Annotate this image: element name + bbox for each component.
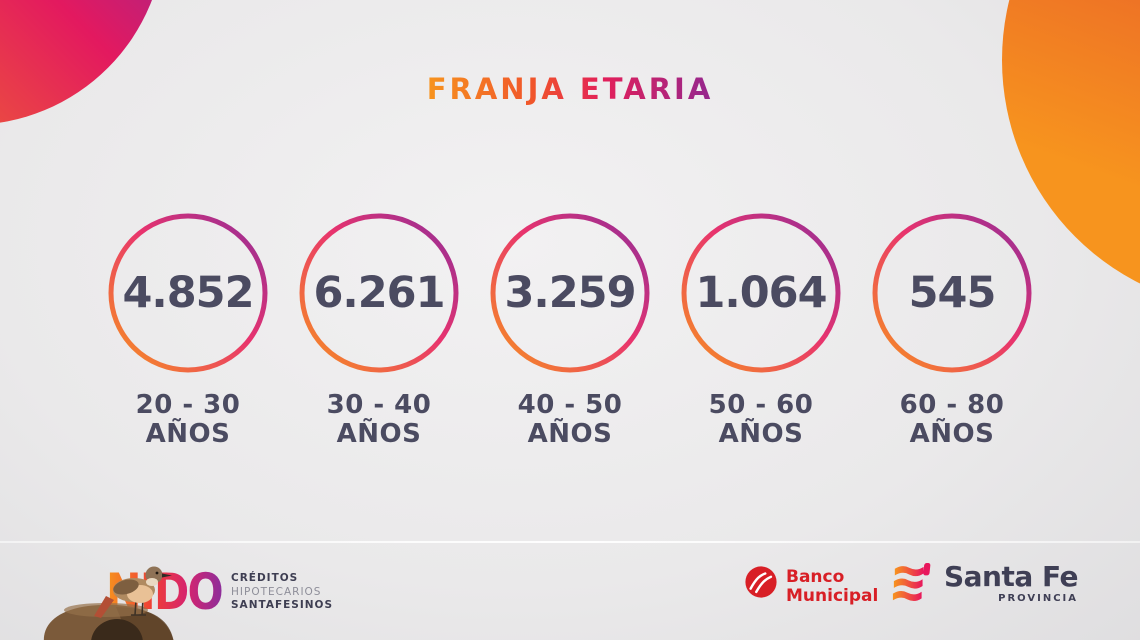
stat-range: 20 - 30	[135, 390, 241, 420]
tagline-line-santafesinos: SANTAFESINOS	[231, 599, 334, 611]
stat-label: 60 - 80 AÑOS	[899, 390, 1005, 450]
stat-card-20-30: 4.852 20 - 30 AÑOS	[93, 212, 284, 449]
gradient-ring-icon	[872, 213, 1032, 373]
stat-label: 50 - 60 AÑOS	[708, 390, 814, 450]
footer-divider	[0, 541, 1140, 543]
gradient-ring-icon	[108, 213, 268, 373]
stat-label: 40 - 50 AÑOS	[517, 390, 623, 450]
stat-card-30-40: 6.261 30 - 40 AÑOS	[284, 212, 475, 449]
stat-unit: AÑOS	[336, 419, 422, 450]
gradient-ring-icon	[299, 213, 459, 373]
gradient-ring-icon	[681, 213, 841, 373]
tagline-line-creditos: CRÉDITOS	[231, 572, 299, 584]
stats-row: 4.852 20 - 30 AÑOS 6.261 30 - 40 AÑOS	[0, 212, 1140, 449]
tagline-line-hipotecarios: HIPOTECARIOS	[231, 585, 322, 598]
santa-fe-logo: Santa Fe PROVINCIA	[891, 560, 1079, 608]
banco-municipal-name: Banco Municipal	[786, 568, 878, 606]
stat-range: 50 - 60	[708, 390, 814, 420]
stat-card-40-50: 3.259 40 - 50 AÑOS	[475, 212, 666, 449]
santa-fe-provincia: PROVINCIA	[998, 593, 1079, 604]
stat-range: 60 - 80	[899, 390, 1005, 420]
nido-tagline: CRÉDITOS HIPOTECARIOS SANTAFESINOS	[231, 572, 333, 613]
santa-fe-flag-icon	[892, 563, 931, 602]
banco-municipal-icon	[745, 566, 777, 598]
banco-municipal-logo: Banco Municipal	[744, 565, 878, 606]
stat-card-50-60: 1.064 50 - 60 AÑOS	[666, 212, 857, 449]
stat-range: 40 - 50	[517, 390, 623, 420]
decorative-gradient-circle-top-left	[0, 0, 165, 125]
stat-value: 3.259	[504, 268, 636, 318]
stat-value: 4.852	[122, 268, 254, 318]
stat-label: 20 - 30 AÑOS	[135, 390, 241, 450]
banco-line1: Banco	[786, 567, 845, 587]
santa-fe-name: Santa Fe	[944, 560, 1079, 593]
page-title: FRANJA ETARIA	[426, 72, 714, 106]
stat-ring-circle: 3.259	[489, 212, 651, 374]
stat-unit: AÑOS	[718, 419, 804, 450]
santa-fe-text: Santa Fe PROVINCIA	[944, 560, 1079, 605]
banco-line2: Municipal	[786, 586, 879, 606]
bird-on-nest-photo	[43, 566, 174, 640]
stat-unit: AÑOS	[527, 419, 613, 450]
stat-ring-circle: 1.064	[680, 212, 842, 374]
stat-ring-circle: 545	[871, 212, 1033, 374]
stat-ring-circle: 6.261	[298, 212, 460, 374]
stat-value: 1.064	[695, 268, 827, 318]
stat-value: 6.261	[313, 268, 445, 318]
gradient-ring-icon	[490, 213, 650, 373]
stat-ring-circle: 4.852	[107, 212, 269, 374]
stat-unit: AÑOS	[145, 419, 231, 450]
stat-unit: AÑOS	[909, 419, 995, 450]
stat-label: 30 - 40 AÑOS	[326, 390, 432, 450]
stat-range: 30 - 40	[326, 390, 432, 420]
stat-card-60-80: 545 60 - 80 AÑOS	[857, 212, 1048, 449]
stat-value: 545	[908, 268, 997, 318]
